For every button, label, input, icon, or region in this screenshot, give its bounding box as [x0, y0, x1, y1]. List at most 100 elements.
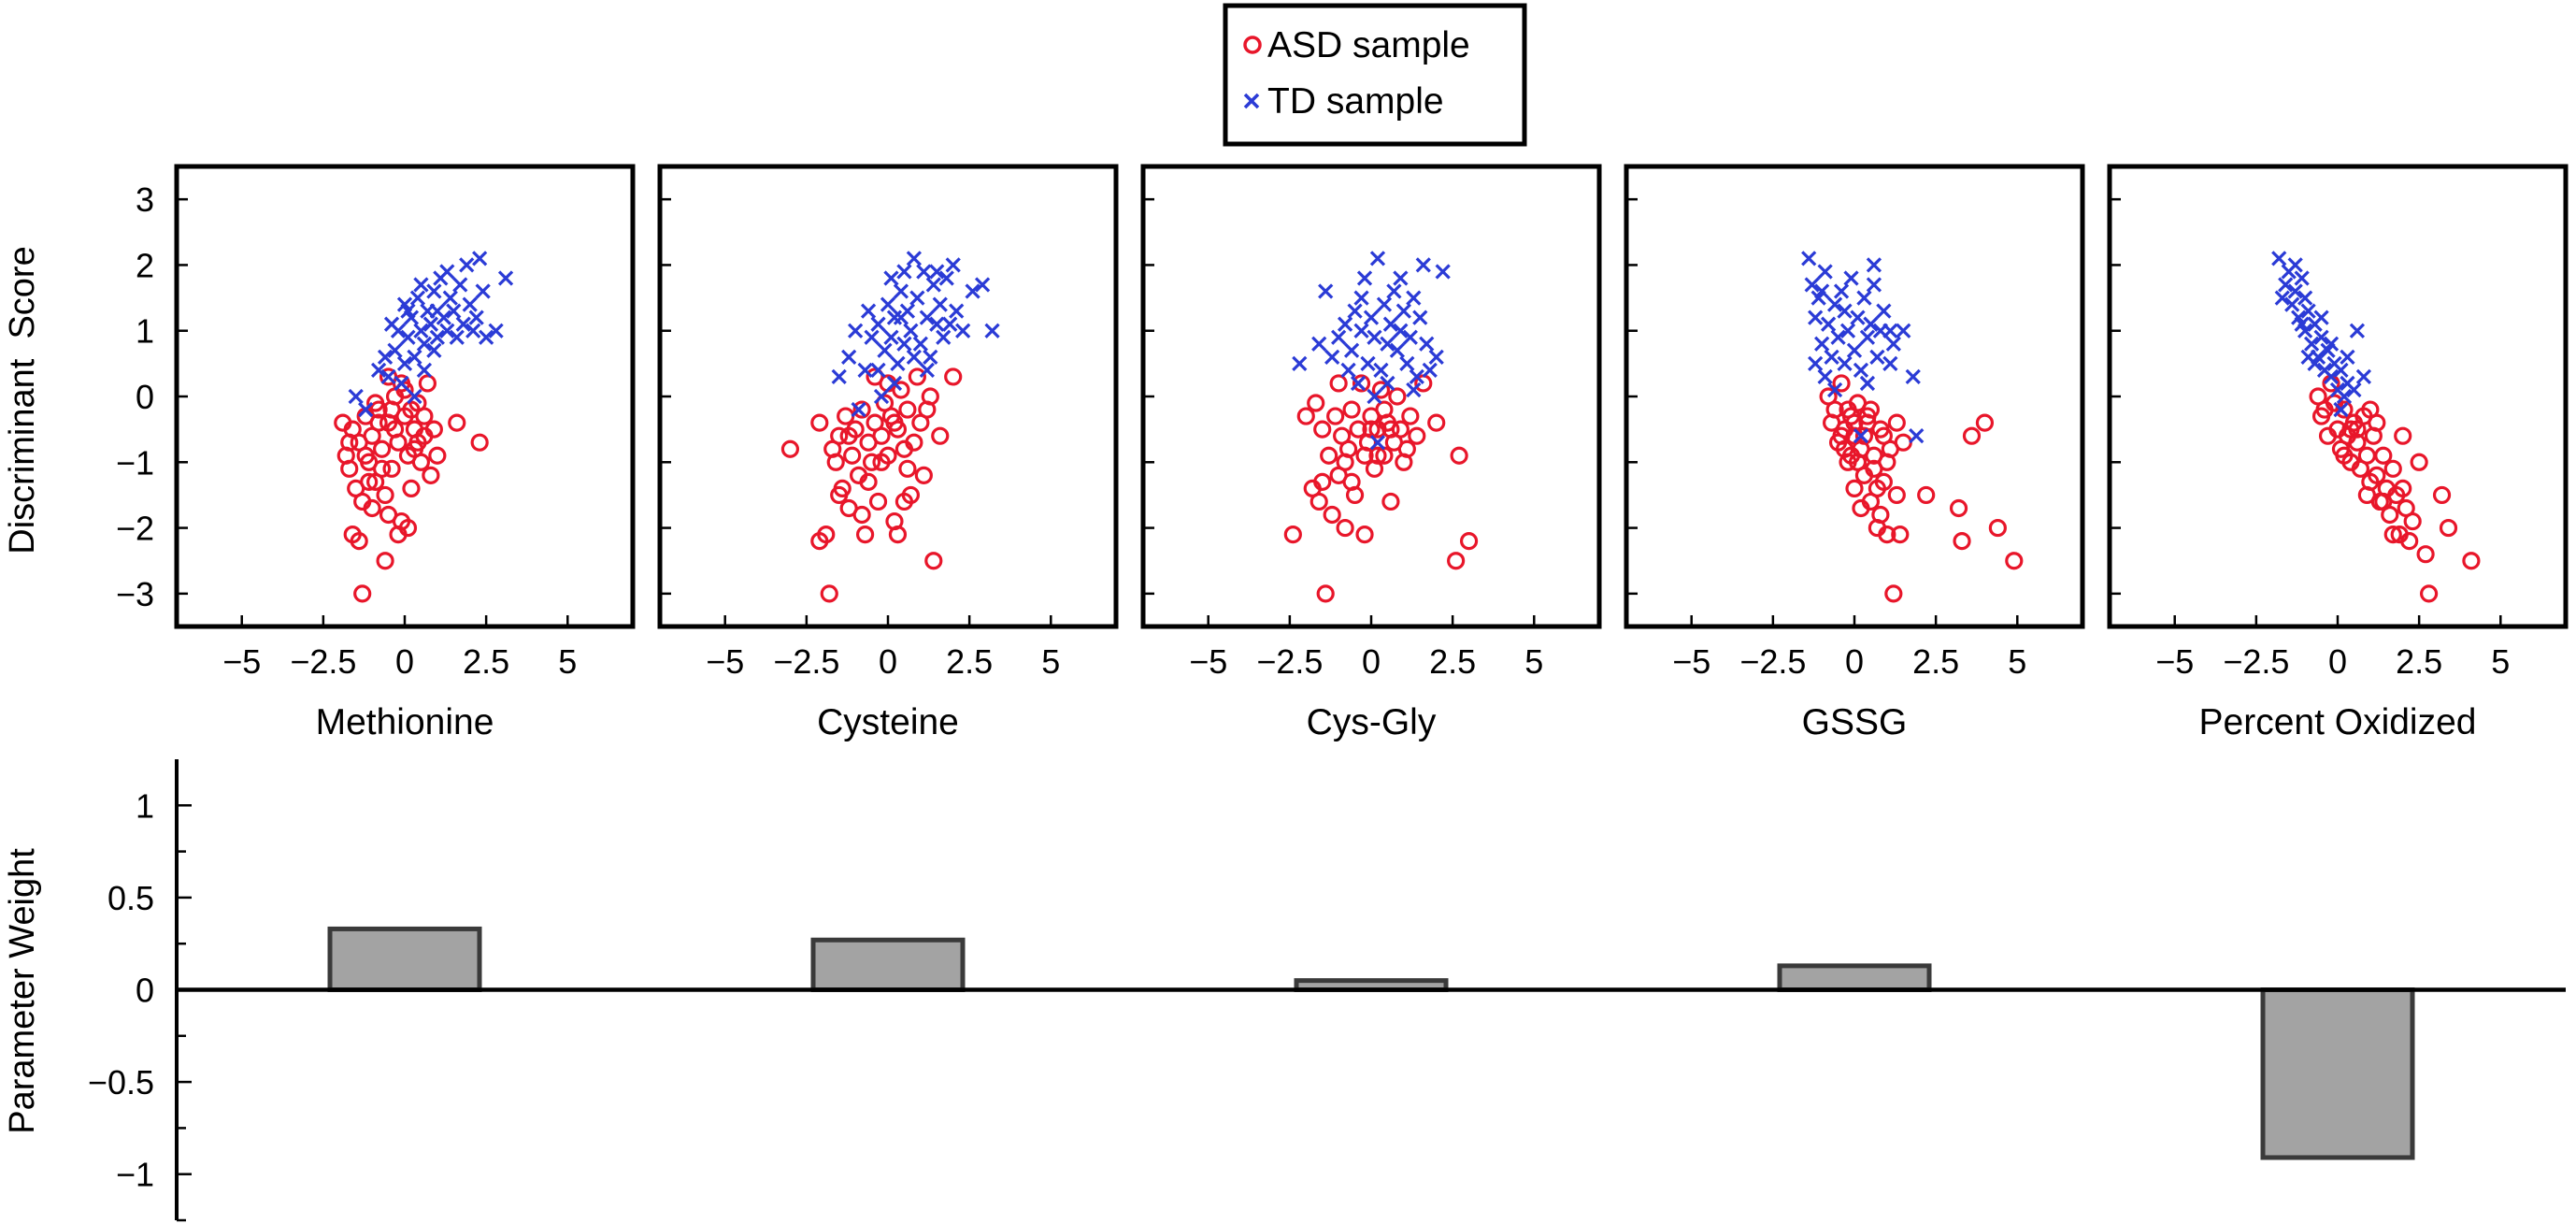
methionine-asd-point [356, 446, 375, 465]
percent-oxidized-asd-point [2357, 485, 2376, 505]
bar-gssg [1777, 963, 1932, 993]
methionine-td-point [442, 290, 458, 306]
methionine-asd-point [376, 485, 394, 505]
cys-gly-td-point [1369, 251, 1386, 266]
methionine-td-point [468, 310, 484, 325]
cysteine-xtick-label: 5 [1041, 642, 1060, 681]
methionine-xtick-label: 5 [558, 642, 577, 681]
cys-gly-asd-point [1381, 420, 1400, 439]
methionine-td-point [497, 270, 514, 286]
cys-gly-asd-point [1397, 439, 1416, 458]
legend-asd-label: ASD sample [1267, 25, 1470, 65]
percent-oxidized-xtick-label: 2.5 [2396, 642, 2442, 681]
gssg-asd-point [1975, 413, 1995, 432]
gssg-td-point [1833, 283, 1850, 299]
cysteine-asd-point [894, 439, 914, 458]
cysteine-asd-point [859, 472, 878, 491]
cysteine-td-point [916, 264, 932, 280]
methionine-td-point [380, 368, 396, 385]
methionine-ytick-label: 1 [136, 312, 154, 351]
methionine-xtick-label: 0 [395, 642, 414, 681]
methionine-td-point [475, 283, 491, 299]
gssg-td-point [1905, 368, 1921, 385]
cys-gly-asd-point [1355, 446, 1374, 465]
gssg-td-point [1801, 251, 1817, 266]
cys-gly-td-point [1331, 329, 1347, 345]
gssg-td-point [1814, 336, 1830, 352]
cys-gly-td-point [1311, 336, 1327, 352]
cys-gly-td-point [1415, 257, 1431, 273]
methionine-asd-point [428, 446, 447, 465]
cys-gly-asd-point [1307, 394, 1325, 412]
methionine-td-point [439, 264, 455, 280]
methionine-ytick-label: 3 [136, 180, 154, 219]
percent-oxidized-asd-point [2416, 545, 2435, 564]
methionine-asd-point [373, 459, 392, 478]
cysteine-asd-point [866, 367, 884, 386]
bar-ytick-label: −0.5 [88, 1063, 154, 1102]
percent-oxidized-td-point [2300, 349, 2316, 365]
cysteine-td-point [938, 270, 954, 286]
scatter-panel-cys-gly: −5 −2.5 0 2.5 5 Cys-Gly [1140, 164, 1602, 742]
cysteine-td-point [906, 349, 923, 365]
bar-ytick-label: 0 [136, 972, 154, 1010]
percent-oxidized-td-point [2323, 368, 2340, 385]
methionine-asd-point [470, 433, 489, 452]
percent-oxidized-xtick-label: 5 [2491, 642, 2510, 681]
bar-percent-oxidized [2260, 987, 2415, 1160]
cysteine-td-point [896, 264, 912, 280]
gssg-asd-point [1852, 498, 1870, 518]
cys-gly-td-point [1350, 375, 1367, 392]
cys-gly-td-point [1406, 382, 1422, 398]
cysteine-td-point [890, 355, 906, 371]
methionine-td-point [370, 362, 387, 379]
cys-gly-td-point [1393, 270, 1409, 286]
legend-td-label: TD sample [1267, 81, 1444, 122]
cysteine-td-point [919, 310, 935, 325]
methionine-td-point [465, 323, 481, 338]
percent-oxidized-td-point [2333, 401, 2349, 418]
cysteine-td-point [893, 310, 909, 325]
bar-methionine [327, 926, 482, 993]
methionine-td-point [377, 349, 394, 365]
bar-y-axis-title: Parameter Weight [3, 848, 42, 1134]
cys-gly-asd-point [1408, 426, 1426, 445]
percent-oxidized-xtick-label: −2.5 [2223, 642, 2289, 681]
percent-oxidized-asd-point [2462, 552, 2481, 570]
methionine-td-point [452, 277, 468, 293]
gssg-xtick-label: 5 [2008, 642, 2026, 681]
cys-gly-td-point [1399, 355, 1415, 371]
percent-oxidized-td-point [2300, 303, 2316, 319]
methionine-asd-point [373, 439, 392, 458]
gssg-td-point [1866, 257, 1882, 273]
cys-gly-td-point [1382, 316, 1399, 332]
cysteine-td-point [883, 270, 899, 286]
cysteine-asd-point [852, 505, 871, 525]
methionine-asd-point [382, 459, 401, 478]
cys-gly-td-point [1428, 349, 1444, 365]
cys-gly-asd-point [1336, 453, 1354, 471]
cysteine-td-point [955, 323, 971, 338]
gssg-asd-point [1871, 505, 1890, 525]
cysteine-td-point [880, 296, 896, 312]
cys-gly-td-point [1360, 355, 1376, 371]
cysteine-td-point [929, 316, 945, 332]
cys-gly-asd-point [1352, 374, 1371, 393]
cys-gly-asd-point [1342, 472, 1361, 491]
cysteine-td-point [903, 323, 919, 338]
percent-oxidized-asd-point [2383, 525, 2402, 544]
methionine-ytick-label: −1 [116, 443, 154, 482]
gssg-x-axis-title: GSSG [1802, 702, 1908, 742]
gssg-td-point [1808, 310, 1824, 325]
gssg-xtick-label: −2.5 [1739, 642, 1806, 681]
legend-td-marker [1243, 93, 1260, 109]
gssg-asd-point [1835, 439, 1854, 458]
gssg-td-point [1850, 310, 1866, 325]
methionine-asd-point [379, 505, 398, 525]
gssg-asd-point [1854, 426, 1874, 445]
methionine-asd-point [340, 459, 359, 478]
methionine-td-point [479, 329, 494, 345]
percent-oxidized-td-point [2271, 251, 2287, 266]
cys-gly-td-point [1337, 316, 1353, 332]
cys-gly-xtick-label: 0 [1362, 642, 1381, 681]
